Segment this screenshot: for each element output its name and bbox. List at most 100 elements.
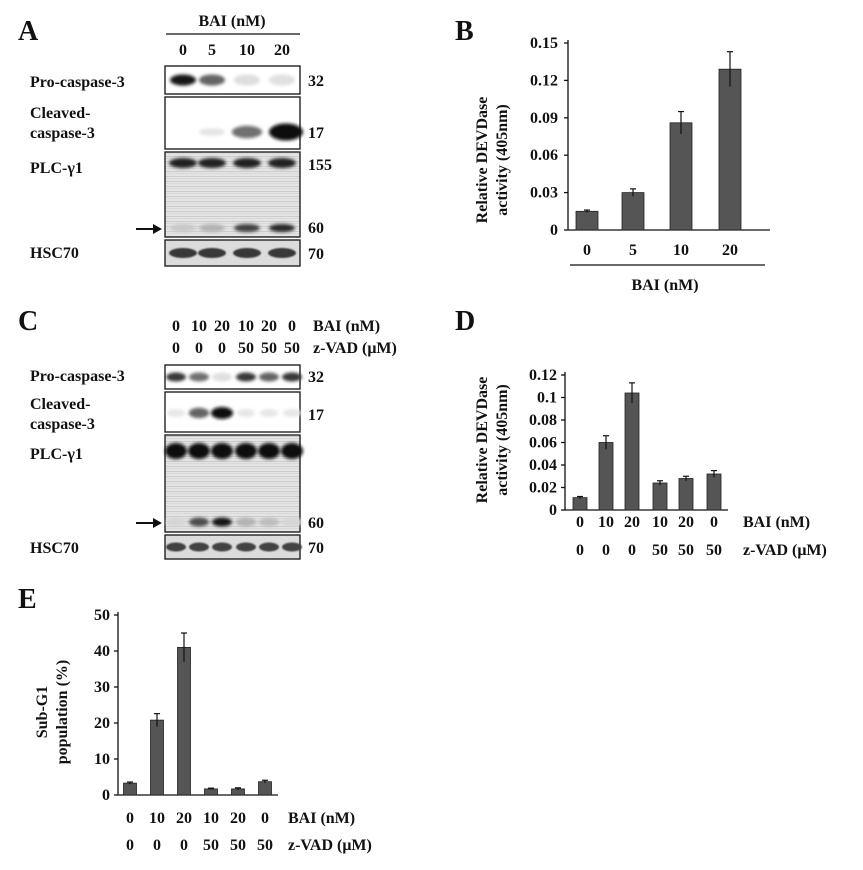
panel-a-lane-label: 0	[179, 42, 187, 59]
panel-c-row1-label: 20	[214, 318, 230, 335]
panel-c-band-plcg1-cleaved	[236, 517, 256, 527]
chart-e-ylabel-line1: Sub-G1	[34, 686, 51, 738]
panel-a-treatment-header: BAI (nM)	[198, 13, 265, 30]
chart-b-y-tick-label: 0.03	[530, 185, 558, 202]
chart-e-bar	[150, 719, 164, 796]
chart-d-row2-label: 50	[706, 542, 722, 559]
panel-a-band-cleaved	[198, 128, 226, 136]
chart-d-y-tick-label: 0	[549, 502, 557, 519]
panel-c-band-cleaved	[188, 407, 210, 419]
chart-d-row1-label: 0	[576, 514, 584, 531]
panel-c-band-plcg1-full	[235, 443, 257, 459]
panel-c-row2-label: 0	[172, 340, 180, 357]
panel-c-band-plcg1-cleaved	[259, 517, 279, 527]
chart-b-y-tick-label: 0.06	[530, 147, 558, 164]
chart-d-y-tick-label: 0.12	[529, 367, 557, 384]
panel-a-band-procaspase3	[234, 74, 260, 86]
panel-c-row2-label: 50	[284, 340, 300, 357]
chart-d-row2-label: 0	[628, 542, 636, 559]
chart-e-row1-header: BAI (nM)	[288, 810, 355, 827]
chart-b-xlabel: BAI (nM)	[631, 277, 698, 294]
panel-c-band-plcg1-full	[281, 443, 303, 459]
panel-letter-c: C	[18, 306, 38, 337]
panel-a-band-hsc70	[233, 248, 261, 258]
panel-c-lane-labels: 0 10 20 10 20 00 0 0 50 50 50	[172, 318, 300, 357]
chart-d: 0 0.02 0.04 0.06 0.08 0.1 0.12 0 10 20 10 20 0 0 0 0 50 5…	[529, 367, 728, 559]
chart-d-y-tick-label: 0.06	[529, 435, 557, 452]
chart-b-y-tick-label: 0.12	[530, 72, 558, 89]
chart-e-row1-label: 10	[149, 810, 165, 827]
chart-e-bar	[258, 781, 272, 796]
panel-d: D 00.020.040.060.080.10.120 10 20 10 20 00 0 0 5…	[455, 306, 827, 559]
chart-e-bar	[204, 788, 218, 796]
panel-a-band-hsc70	[198, 248, 226, 258]
panel-c-row2-label: 50	[238, 340, 254, 357]
panel-a-band-procaspase3	[170, 74, 196, 86]
panel-c-row2-label: 0	[218, 340, 226, 357]
panel-a-marker-32: 32	[308, 73, 324, 90]
panel-c-band-hsc70	[212, 542, 232, 552]
chart-b-x-tick-label: 10	[673, 242, 689, 259]
chart-b-y-tick-label: 0.15	[530, 35, 558, 52]
panel-c-band-hsc70	[236, 542, 256, 552]
panel-c-marker-32: 32	[308, 369, 324, 386]
panel-c-band-plcg1-cleaved	[166, 517, 186, 527]
chart-d-row2-label: 50	[652, 542, 668, 559]
panel-c-band-cleaved	[282, 408, 302, 418]
chart-b-ylabel-line2: activity (405nm)	[494, 104, 511, 216]
panel-a-label-procaspase3: Pro-caspase-3	[30, 74, 125, 91]
panel-c-row2-label: 0	[195, 340, 203, 357]
panel-c-band-plcg1-cleaved	[189, 517, 209, 527]
panel-c-band-cleaved	[259, 408, 279, 418]
chart-d-y-tick-label: 0.04	[529, 457, 557, 474]
chart-d-y-tick-label: 0.08	[529, 412, 557, 429]
panel-a-lane-label: 10	[239, 42, 255, 59]
panel-a-band-cleaved	[269, 123, 303, 141]
panel-c-label-procaspase3: Pro-caspase-3	[30, 368, 125, 385]
panel-c-marker-17: 17	[308, 407, 324, 424]
panel-a-band-plcg1-full	[198, 158, 226, 168]
panel-c-band-plcg1-full	[258, 443, 280, 459]
chart-d-row2-label: 0	[602, 542, 610, 559]
panel-a-arrow-icon	[136, 224, 162, 234]
chart-d-bar	[678, 478, 694, 511]
panel-c-row1-header: BAI (nM)	[313, 318, 380, 335]
chart-d-bar	[706, 473, 722, 511]
panel-c-band-procaspase3	[236, 372, 256, 382]
panel-c-band-hsc70	[166, 542, 186, 552]
panel-a-marker-155: 155	[308, 157, 332, 174]
panel-c-band-cleaved	[211, 407, 233, 419]
chart-e-row2-label: 0	[126, 837, 134, 854]
chart-e-row2-label: 50	[203, 837, 219, 854]
panel-c-row1-label: 10	[238, 318, 254, 335]
panel-a: A BAI (nM) 0 5 10 20 Pro-caspase-3 Cleaved-…	[18, 13, 332, 267]
panel-c-marker-70: 70	[308, 540, 324, 557]
panel-c-row1-label: 20	[261, 318, 277, 335]
chart-b-y-tick-label: 0	[550, 222, 558, 239]
chart-b: 0 0.03 0.06 0.09 0.12 0.15 0 5 10 20	[530, 35, 770, 259]
chart-d-y-tick-label: 0.02	[529, 480, 557, 497]
chart-b-bar	[718, 68, 742, 231]
panel-a-lane-label: 20	[274, 42, 290, 59]
panel-a-bands	[169, 74, 303, 258]
panel-a-band-hsc70	[169, 248, 197, 258]
panel-a-band-procaspase3	[269, 74, 295, 86]
panel-a-band-hsc70	[268, 248, 296, 258]
panel-a-band-plcg1-full	[169, 158, 197, 168]
chart-d-bar	[598, 442, 614, 511]
panel-c-arrow-icon	[136, 518, 162, 528]
panel-c-band-plcg1-cleaved	[282, 517, 302, 527]
chart-d-ylabel-line1: Relative DEVDase	[474, 377, 491, 504]
chart-e-row1-label: 20	[176, 810, 192, 827]
panel-c-row1-label: 10	[191, 318, 207, 335]
chart-d-row1-header: BAI (nM)	[743, 514, 810, 531]
panel-a-lane-labels: 0 5 10 20	[179, 42, 290, 59]
panel-a-band-plcg1-cleaved	[199, 224, 225, 232]
panel-c-row1-label: 0	[172, 318, 180, 335]
chart-e-bar	[123, 782, 137, 796]
chart-e-row2-label: 0	[153, 837, 161, 854]
panel-c-row2-header: z-VAD (μM)	[313, 340, 397, 357]
